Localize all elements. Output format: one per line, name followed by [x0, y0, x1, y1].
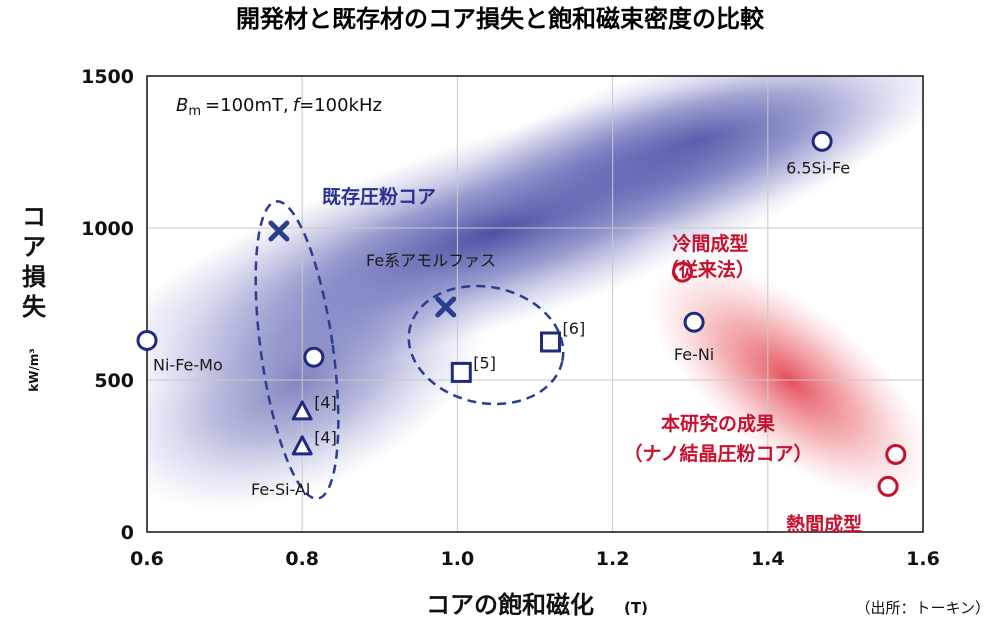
- data-point-circle: [877, 475, 899, 497]
- point-sublabel: （従来法）: [660, 258, 755, 281]
- y-tick-label: 500: [94, 370, 134, 392]
- chart-title: 開発材と既存材のコア損失と飽和磁束密度の比較: [236, 5, 765, 33]
- point-label: 冷間成型: [672, 232, 748, 255]
- point-label: 6.5Si-Fe: [786, 158, 850, 177]
- data-point-circle: [303, 346, 325, 368]
- existing-cores-label: 既存圧粉コア: [322, 185, 436, 208]
- amorphous-group-label: Fe系アモルファス: [366, 251, 496, 270]
- data-point-square: [450, 361, 472, 383]
- amorphous-group-outline: [407, 284, 565, 406]
- annotations: Bm =100mT, f=100kHz 既存圧粉コア Fe系アモルファス Fe-Si…: [176, 95, 990, 617]
- data-point-circle: [136, 329, 158, 351]
- tick-labels: 0.6 0.8 1.0 1.2 1.4 1.6 0 500 1000 1500: [81, 66, 940, 570]
- y-tick-label: 1500: [81, 66, 134, 88]
- data-point-circle: [811, 130, 833, 152]
- x-tick-label: 1.0: [441, 548, 475, 570]
- point-labels: Ni-Fe-Mo [4] [4] [5] [6] 6.5Si-Fe Fe-Ni 冷間成型 （従来…: [153, 158, 862, 535]
- y-axis-title-text: コア損失: [22, 203, 47, 321]
- x-tick-label: 0.8: [285, 548, 319, 570]
- existing-cores-region-top: [448, 76, 923, 243]
- y-tick-label: 1000: [81, 218, 134, 240]
- data-point-cross: [435, 296, 457, 318]
- group-outlines: [254, 200, 565, 500]
- x-tick-label: 1.6: [906, 548, 940, 570]
- x-tick-label: 0.6: [130, 548, 164, 570]
- data-point-circle: [671, 261, 693, 283]
- data-point-square: [540, 331, 562, 353]
- point-label: Fe-Ni: [674, 345, 714, 364]
- data-point-triangle: [291, 435, 313, 456]
- x-tick-label: 1.2: [596, 548, 630, 570]
- point-label: [4]: [314, 393, 337, 412]
- data-points: [136, 130, 907, 497]
- nanocrystal-label: 本研究の成果: [661, 412, 775, 435]
- x-tick-label: 1.4: [751, 548, 785, 570]
- x-axis-unit: (T): [624, 599, 648, 617]
- fesial-group-label: Fe-Si-Al: [251, 480, 310, 499]
- data-point-triangle: [291, 400, 313, 421]
- fesial-group-outline: [254, 200, 340, 500]
- point-label: Ni-Fe-Mo: [153, 355, 223, 374]
- point-label: [6]: [563, 319, 586, 338]
- condition-label: Bm =100mT, f=100kHz: [176, 95, 382, 119]
- data-point-circle: [683, 311, 705, 333]
- y-axis-title: コア損失 kW/m³: [22, 203, 47, 392]
- point-label: [5]: [473, 353, 496, 372]
- point-label: 熱間成型: [786, 512, 862, 535]
- plot-border: [146, 75, 924, 533]
- data-point-circle: [885, 443, 907, 465]
- point-label: [4]: [314, 428, 337, 447]
- y-tick-label: 0: [121, 522, 134, 544]
- x-axis-title: コアの飽和磁化: [426, 591, 594, 619]
- source-label: （出所：トーキン）: [855, 599, 990, 617]
- data-point-cross: [268, 220, 290, 242]
- nanocrystal-sublabel: （ナノ結晶圧粉コア）: [623, 442, 812, 465]
- y-axis-unit: kW/m³: [27, 348, 41, 391]
